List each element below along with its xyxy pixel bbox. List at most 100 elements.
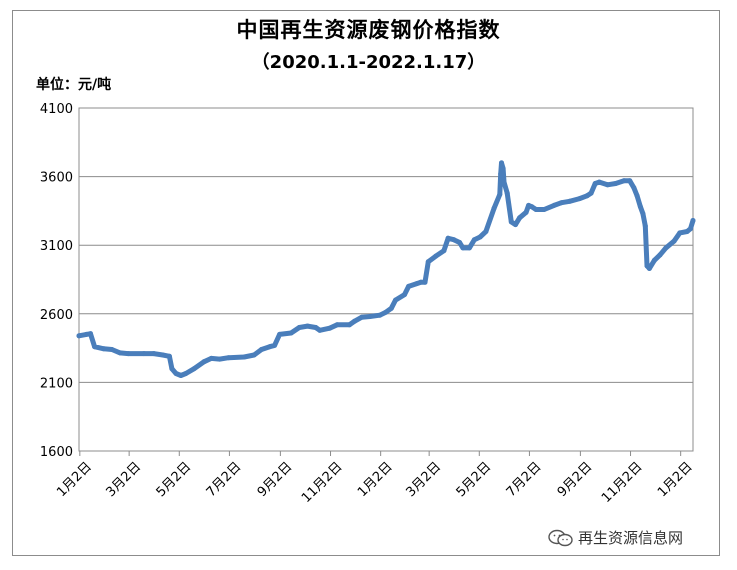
x-tick-label: 3月2日 xyxy=(404,459,445,500)
data-point xyxy=(499,160,504,165)
data-point xyxy=(402,292,407,297)
data-point xyxy=(577,196,582,201)
data-point xyxy=(517,215,522,220)
data-point xyxy=(389,306,394,311)
data-point xyxy=(259,347,264,352)
data-point xyxy=(688,226,693,231)
x-axis-tick-marks xyxy=(80,451,681,456)
data-point xyxy=(383,310,388,315)
data-point xyxy=(529,204,534,209)
data-point xyxy=(151,351,156,356)
data-point xyxy=(160,353,165,358)
data-point xyxy=(647,266,652,271)
plot-area-border xyxy=(79,108,693,451)
data-points xyxy=(77,160,696,378)
data-point xyxy=(272,343,277,348)
data-point xyxy=(457,240,462,245)
data-point xyxy=(478,235,483,240)
data-point xyxy=(88,331,93,336)
data-point xyxy=(313,325,318,330)
x-tick-label: 3月2日 xyxy=(103,459,144,500)
watermark-text: 再生资源信息网 xyxy=(578,527,683,548)
data-point xyxy=(77,333,82,338)
data-point xyxy=(492,206,497,211)
data-point xyxy=(174,371,179,376)
y-tick-label: 2100 xyxy=(40,376,73,391)
y-tick-label: 3600 xyxy=(40,171,73,186)
data-point xyxy=(441,248,446,253)
data-point xyxy=(467,245,472,250)
data-point xyxy=(347,322,352,327)
data-point xyxy=(352,319,357,324)
data-point xyxy=(627,178,632,183)
x-tick-label: 7月2日 xyxy=(204,459,245,500)
data-point xyxy=(192,366,197,371)
data-point xyxy=(277,332,282,337)
data-point xyxy=(589,191,594,196)
data-point xyxy=(552,203,557,208)
data-point xyxy=(169,366,174,371)
data-point xyxy=(513,222,518,227)
data-point xyxy=(567,199,572,204)
data-point xyxy=(297,325,302,330)
data-point xyxy=(252,353,257,358)
data-point xyxy=(267,344,272,349)
x-tick-label: 1月2日 xyxy=(54,459,95,500)
data-point xyxy=(109,347,114,352)
data-point xyxy=(643,224,648,229)
data-point xyxy=(141,351,146,356)
data-point xyxy=(497,192,502,197)
data-point xyxy=(201,359,206,364)
data-point xyxy=(335,322,340,327)
data-point xyxy=(217,357,222,362)
series-line xyxy=(79,163,693,376)
data-point xyxy=(305,324,310,329)
data-point xyxy=(92,344,97,349)
data-point xyxy=(505,191,510,196)
data-point xyxy=(524,210,529,215)
data-point xyxy=(613,181,618,186)
y-tick-label: 1600 xyxy=(40,445,73,460)
data-point xyxy=(597,180,602,185)
data-point xyxy=(460,245,465,250)
data-point xyxy=(118,350,123,355)
x-tick-label: 5月2日 xyxy=(154,459,195,500)
data-point xyxy=(446,236,451,241)
data-point xyxy=(242,355,247,360)
data-point xyxy=(126,351,131,356)
data-point xyxy=(622,178,627,183)
x-tick-label: 9月2日 xyxy=(255,459,296,500)
data-point xyxy=(501,166,506,171)
data-point xyxy=(167,354,172,359)
x-tick-label: 11月2日 xyxy=(299,459,346,506)
x-tick-label: 7月2日 xyxy=(504,459,545,500)
data-point xyxy=(406,284,411,289)
data-point xyxy=(631,185,636,190)
data-point xyxy=(433,254,438,259)
y-tick-label: 2600 xyxy=(40,308,73,323)
data-point xyxy=(393,298,398,303)
data-point xyxy=(542,207,547,212)
data-point xyxy=(178,373,183,378)
data-point xyxy=(509,219,514,224)
data-point xyxy=(327,326,332,331)
x-tick-label: 11月2日 xyxy=(599,459,646,506)
data-point xyxy=(638,204,643,209)
data-point xyxy=(317,328,322,333)
data-point xyxy=(534,207,539,212)
data-point xyxy=(426,259,431,264)
data-point xyxy=(226,355,231,360)
data-point xyxy=(672,239,677,244)
y-axis-tick-labels: 1600 2100 2600 3100 3600 4100 xyxy=(40,102,73,460)
data-point xyxy=(101,346,106,351)
data-point xyxy=(483,229,488,234)
data-point xyxy=(605,182,610,187)
data-point xyxy=(289,331,294,336)
x-tick-label: 1月2日 xyxy=(355,459,396,500)
x-tick-label: 1月2日 xyxy=(655,459,696,500)
data-point xyxy=(658,252,663,257)
x-tick-label: 5月2日 xyxy=(454,459,495,500)
data-point xyxy=(472,237,477,242)
data-point xyxy=(209,356,214,361)
